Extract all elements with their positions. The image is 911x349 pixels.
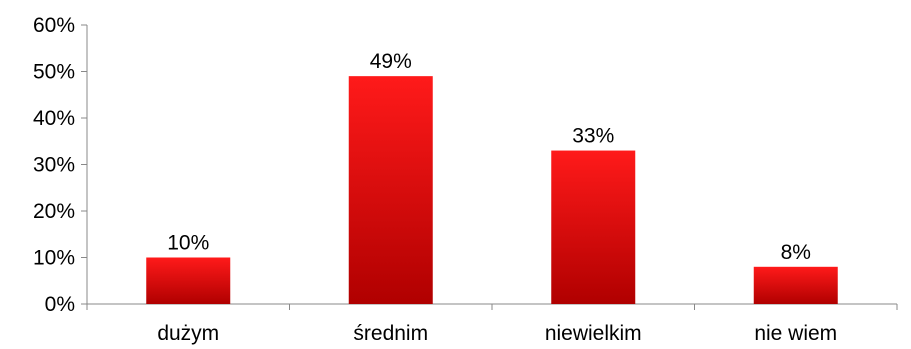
bars (146, 76, 838, 305)
bar-value-label: 8% (781, 241, 811, 264)
y-tick-label: 20% (33, 200, 75, 223)
y-tick-label: 30% (33, 154, 75, 177)
bar-value-label: 49% (370, 50, 412, 73)
y-axis: 0% 10% 20% 30% 40% 50% 60% (33, 14, 88, 316)
y-tick-label: 10% (33, 247, 75, 270)
y-tick-label: 40% (33, 107, 75, 130)
bar (551, 150, 636, 304)
x-category-label: niewielkim (545, 322, 642, 345)
data-labels: 10% 49% 33% 8% (167, 50, 811, 264)
x-category-label: nie wiem (754, 322, 837, 345)
x-category-label: średnim (353, 322, 428, 345)
bar-value-label: 10% (167, 232, 209, 255)
y-tick-label: 0% (45, 293, 75, 316)
bar (348, 76, 433, 305)
bar (146, 257, 231, 304)
y-tick-label: 60% (33, 14, 75, 37)
bar-value-label: 33% (572, 125, 614, 148)
bar (753, 266, 838, 304)
y-tick-label: 50% (33, 61, 75, 84)
x-axis: dużym średnim niewielkim nie wiem (86, 303, 898, 345)
x-category-label: dużym (157, 322, 219, 345)
